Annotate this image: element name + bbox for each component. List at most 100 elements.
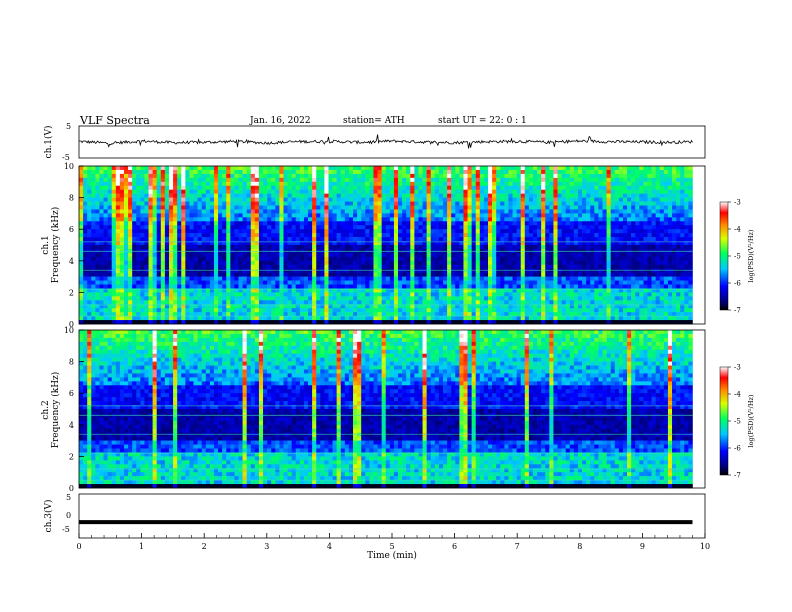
spectrogram-cell (377, 292, 382, 297)
spectrogram-cell (263, 256, 268, 262)
spectrogram-cell (79, 197, 84, 202)
spectrogram-cell (622, 166, 628, 171)
spectrogram-cell (496, 173, 501, 179)
spectrogram-cell (639, 229, 644, 234)
spectrogram-cell (197, 225, 202, 230)
spectrogram-cell (91, 169, 96, 175)
spectrogram-cell (618, 217, 624, 222)
spectrogram-cell (291, 280, 297, 285)
spectrogram-cell (152, 189, 158, 194)
spectrogram-cell (320, 181, 325, 187)
spectrogram-cell (193, 201, 198, 206)
spectrogram-cell (218, 284, 223, 289)
spectrogram-cell (483, 276, 489, 281)
spectrogram-cell (279, 256, 284, 262)
spectrogram-cell (168, 256, 174, 262)
spectrogram-cell (242, 272, 247, 277)
spectrogram-cell (471, 193, 477, 198)
spectrogram-cell (136, 166, 141, 171)
spectrogram-cell (303, 268, 309, 273)
spectrogram-cell (271, 225, 276, 230)
spectrogram-cell (348, 268, 354, 273)
spectrogram-cell (123, 209, 129, 214)
spectrogram-cell (635, 173, 640, 179)
spectrogram-cell (398, 264, 403, 269)
spectrogram-cell (348, 193, 354, 198)
spectrogram-cell (451, 197, 456, 202)
spectrogram-cell (606, 169, 611, 175)
spectrogram-cell (230, 221, 235, 226)
spectrogram-cell (504, 245, 509, 250)
spectrogram-cell (590, 217, 595, 222)
spectrogram-cell (373, 197, 378, 202)
spectrogram-cell (680, 221, 685, 226)
spectrogram-cell (303, 209, 309, 214)
spectrogram-cell (471, 276, 477, 281)
spectrogram-cell (234, 193, 239, 198)
spectrogram-cell (500, 284, 505, 289)
spectrogram-cell (353, 221, 358, 226)
spectrogram-cell (610, 205, 616, 210)
spectrogram-cell (618, 268, 624, 273)
spectrogram-cell (136, 213, 141, 218)
spectrogram-cell (201, 197, 207, 202)
spectrogram-cell (332, 169, 337, 175)
spectrogram-cell (680, 237, 685, 242)
spectrogram-cell (365, 189, 370, 194)
spectrogram-cell (463, 264, 468, 269)
spectrogram-cell (627, 166, 632, 171)
spectrogram-cell (365, 225, 370, 230)
spectrogram-cell (332, 217, 337, 222)
spectrogram-cell (132, 225, 137, 230)
spectrogram-cell (471, 213, 477, 218)
spectrogram-cell (275, 245, 280, 250)
spectrogram-cell (631, 256, 636, 262)
spectrogram-cell (123, 217, 129, 222)
spectrogram-cell (111, 288, 117, 293)
spectrogram-cell (393, 233, 399, 238)
spectrogram-cell (295, 237, 301, 242)
spectrogram-cell (516, 241, 522, 246)
spectrogram-cell (451, 185, 456, 190)
spectrogram-cell (680, 181, 685, 187)
spectrogram-cell (324, 189, 329, 194)
spectrogram-cell (410, 197, 415, 202)
spectrogram-cell (258, 221, 264, 226)
spectrogram-cell (377, 233, 382, 238)
spectrogram-cell (197, 201, 202, 206)
spectrogram-cell (115, 264, 121, 269)
spectrogram-cell (164, 221, 170, 226)
spectrogram-cell (443, 181, 448, 187)
spectrogram-cell (504, 233, 509, 238)
spectrogram-cell (467, 272, 472, 277)
spectrogram-cell (295, 233, 301, 238)
spectrogram-cell (185, 245, 190, 250)
spectrogram-cell (189, 169, 194, 175)
spectrogram-cell (283, 181, 288, 187)
spectrogram-cell (451, 276, 456, 281)
spectrogram-cell (295, 245, 301, 250)
spectrogram-cell (438, 185, 444, 190)
spectrogram-cell (606, 256, 611, 262)
spectrogram-cell (500, 292, 505, 297)
spectrogram-cell (602, 177, 607, 183)
spectrogram-cell (500, 169, 505, 175)
spectrogram-cell (532, 237, 538, 242)
spectrogram-cell (610, 268, 616, 273)
spectrogram-cell (622, 169, 628, 175)
spectrogram-cell (443, 268, 448, 273)
spectrogram-cell (561, 292, 566, 297)
spectrogram-cell (132, 209, 137, 214)
spectrogram-cell (238, 225, 243, 230)
spectrogram-cell (299, 166, 305, 171)
spectrogram-cell (254, 201, 260, 206)
spectrogram-cell (635, 252, 640, 258)
spectrogram-cell (254, 276, 260, 281)
spectrogram-cell (148, 288, 153, 293)
spectrogram-cell (463, 197, 468, 202)
spectrogram-cell (242, 166, 247, 171)
spectrogram-cell (676, 193, 681, 198)
spectrogram-cell (308, 276, 313, 281)
spectrogram-cell (213, 280, 219, 285)
spectrogram-cell (602, 181, 607, 187)
